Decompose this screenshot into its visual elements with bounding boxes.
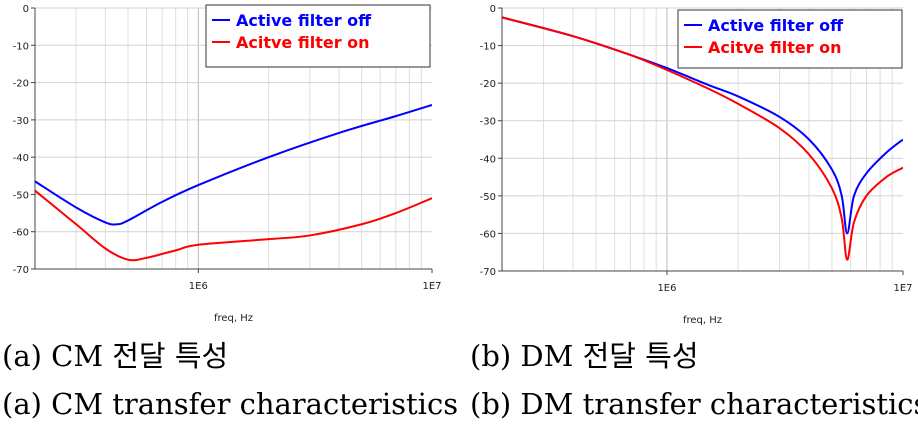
legend-label: Acitve filter on (236, 33, 370, 52)
caption-a-english: (a) CM transfer characteristics (2, 387, 459, 421)
caption-b-english: (b) DM transfer characteristics (470, 387, 918, 421)
x-tick-label: 1E6 (657, 283, 676, 294)
y-tick-label: -10 (480, 42, 496, 53)
cm-transfer-chart: 0 -10 -20 -30 -40 -50 -60 -70 1E6 1E7 freq, Hz Acti… (0, 0, 442, 340)
y-tick-label: 0 (23, 4, 29, 15)
y-tick-label: -70 (480, 267, 496, 278)
dm-transfer-chart: 0 -10 -20 -30 -40 -50 -60 -70 1E6 1E7 freq, Hz Acti… (462, 0, 918, 340)
caption-a-korean: (a) CM 전달 특성 (2, 339, 229, 373)
legend-label: Acitve filter on (708, 38, 842, 57)
legend-box (205, 4, 431, 68)
cm-chart-svg: 0 -10 -20 -30 -40 -50 -60 -70 1E6 1E7 freq, Hz Acti… (13, 4, 442, 324)
y-tick-label: -50 (13, 190, 29, 201)
legend-label: Active filter off (708, 16, 844, 35)
legend-label: Active filter off (236, 11, 372, 30)
y-tick-label: -40 (480, 154, 496, 165)
x-axis-label: freq, Hz (683, 315, 722, 326)
y-tick-label: -60 (13, 228, 29, 239)
series-line-filter-on (35, 189, 432, 262)
legend-box (677, 9, 903, 69)
y-tick-label: -50 (480, 192, 496, 203)
series-line-filter-on (502, 16, 903, 261)
dm-chart-svg: 0 -10 -20 -30 -40 -50 -60 -70 1E6 1E7 freq, Hz Acti… (480, 4, 913, 326)
y-tick-label: -10 (13, 41, 29, 52)
y-tick-label: -70 (13, 265, 29, 276)
caption-b-korean: (b) DM 전달 특성 (470, 339, 699, 373)
series-line-filter-off (35, 103, 432, 226)
legend: Active filter off Acitve filter on (205, 4, 431, 68)
y-tick-label: 0 (490, 4, 496, 15)
y-tick-label: -40 (13, 153, 29, 164)
y-tick-label: -20 (480, 79, 496, 90)
y-tick-label: -30 (480, 117, 496, 128)
y-tick-label: -20 (13, 79, 29, 90)
legend: Active filter off Acitve filter on (677, 9, 903, 69)
y-tick-label: -60 (480, 229, 496, 240)
x-tick-label: 1E7 (893, 283, 912, 294)
x-tick-label: 1E7 (422, 281, 441, 292)
x-axis-label: freq, Hz (214, 313, 253, 324)
y-tick-label: -30 (13, 116, 29, 127)
x-tick-label: 1E6 (189, 281, 208, 292)
